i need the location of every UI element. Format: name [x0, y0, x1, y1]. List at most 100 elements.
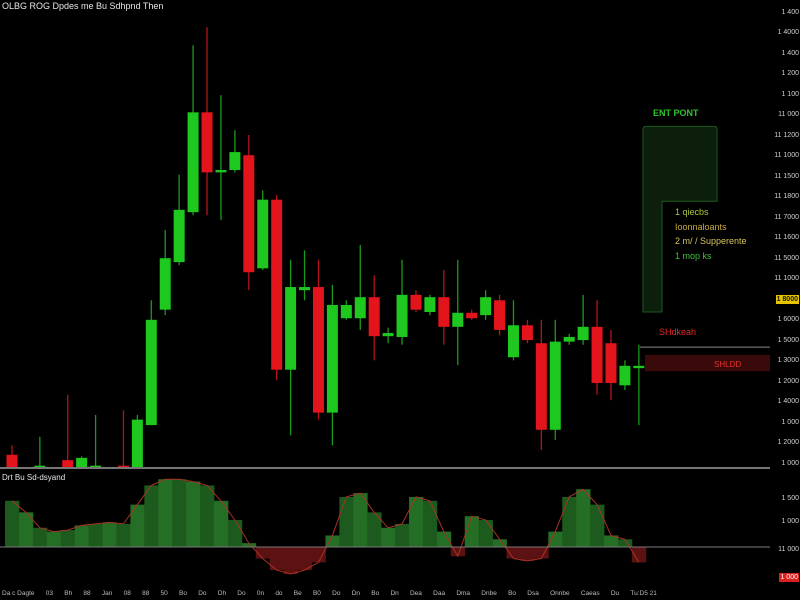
- price-tick-label: 11 1000: [774, 275, 799, 282]
- indicator-bar-positive: [381, 527, 396, 547]
- bearish-candle: [62, 394, 74, 467]
- bearish-candle: [201, 27, 213, 216]
- bullish-candle: [549, 319, 561, 440]
- bearish-candle: [535, 319, 547, 451]
- time-tick-label: Daa: [433, 590, 446, 597]
- bearish-candle: [368, 275, 380, 361]
- indicator-bar-positive: [116, 523, 131, 547]
- indicator-bar-negative: [450, 547, 466, 557]
- time-tick-label: B0: [312, 590, 321, 597]
- indicator-bar-positive: [325, 535, 340, 547]
- bearish-candle: [271, 195, 283, 380]
- bullish-candle: [285, 259, 297, 436]
- bearish-candle: [243, 134, 255, 291]
- price-tick-label: 1 4000: [777, 29, 799, 36]
- indicator-bar-negative: [631, 547, 647, 563]
- price-tick-label: 1 2000: [777, 377, 799, 385]
- indicator-bar-positive: [32, 527, 48, 547]
- indicator-bar-positive: [492, 539, 507, 547]
- time-tick-label: 0n: [256, 590, 265, 597]
- indicator-bar-positive: [186, 481, 201, 547]
- bullish-candle: [90, 414, 102, 467]
- indicator-bar-positive: [102, 522, 117, 547]
- price-tick-label: 11 7000: [774, 213, 799, 221]
- entry-point-label: ENT PONT: [653, 108, 699, 118]
- price-tick-label: 1 100: [781, 90, 799, 98]
- candle-body: [452, 312, 464, 327]
- time-axis[interactable]: Da c Dagte 03 Bh 88 Jan 08 88 50 Bo Do Dh Do 0n do Be B…: [2, 589, 657, 598]
- indicator-bar-positive: [617, 539, 633, 547]
- bullish-candle: [215, 95, 227, 220]
- candle-body: [145, 319, 157, 426]
- candle-body: [340, 304, 352, 319]
- candle-body: [480, 297, 492, 316]
- current-price-tag: 1 8000: [775, 294, 799, 304]
- indicator-axis[interactable]: 1 500 1 000 11 000 1 000: [770, 0, 800, 600]
- time-tick-label: Dn: [351, 590, 361, 597]
- candle-body: [271, 199, 283, 370]
- time-tick-label: 03: [45, 590, 53, 597]
- price-tick-label: 1 3000: [777, 357, 799, 364]
- indicator-bar-positive: [172, 479, 187, 547]
- bearish-candle: [494, 294, 506, 336]
- price-axis[interactable]: 1 400 1 4000 1 400 1 200 1 100 11 000 11 1200 1…: [770, 0, 800, 600]
- indicator-bar-positive: [422, 500, 438, 547]
- time-tick-label: 88: [142, 590, 150, 597]
- time-tick-label: 08: [123, 590, 131, 597]
- entry-note-line: 1 qiecbs: [675, 207, 709, 217]
- indicator-bar-positive: [464, 516, 480, 547]
- indicator-bar-negative: [506, 547, 521, 559]
- price-tick-label: 11 1600: [774, 234, 799, 241]
- bullish-candle: [326, 284, 338, 446]
- bearish-candle: [521, 319, 533, 344]
- candle-body: [34, 465, 46, 467]
- time-tick-label: Da c Dagte: [2, 590, 35, 597]
- entry-zone: [642, 125, 718, 313]
- indicator-bar-negative: [283, 547, 298, 574]
- indicator-bar-negative: [520, 547, 535, 561]
- candle-body: [299, 287, 311, 291]
- candle-body: [633, 365, 645, 369]
- bearish-candle: [591, 300, 603, 395]
- bullish-candle: [131, 414, 143, 467]
- chart-title: OLBG ROG Dpdes me Bu Sdhpnd Then: [2, 1, 164, 11]
- price-tick-label: 1 000: [781, 459, 799, 467]
- time-tick-label: Bo: [371, 590, 380, 597]
- bullish-candle: [507, 300, 519, 361]
- bullish-candle: [382, 327, 394, 344]
- candle-body: [410, 294, 422, 310]
- indicator-bar-positive: [213, 500, 229, 547]
- bullish-candle: [187, 45, 199, 216]
- candles-layer: [6, 27, 645, 467]
- indicator-bar-positive: [18, 512, 34, 547]
- candle-body: [563, 336, 575, 342]
- time-tick-label: Dnbe: [481, 590, 497, 597]
- price-tick-label: 1 4000: [777, 398, 799, 405]
- indicator-bar-negative: [269, 547, 285, 571]
- candle-body: [285, 287, 297, 370]
- time-tick-label: Tu:D5 21: [630, 590, 657, 597]
- candle-body: [159, 258, 171, 310]
- price-tick-label: 11 000: [778, 111, 799, 118]
- bullish-candle: [354, 244, 366, 330]
- bullish-candle: [34, 436, 46, 467]
- time-tick-label: Bo: [508, 590, 517, 597]
- indicator-bar-positive: [144, 485, 159, 547]
- indicator-bar-positive: [478, 520, 493, 547]
- bullish-candle: [340, 300, 352, 320]
- entry-note-line: Ioonnaloants: [675, 221, 727, 232]
- bearish-candle: [605, 329, 617, 401]
- time-tick-label: Be: [293, 590, 302, 597]
- candle-body: [535, 343, 547, 430]
- candle-body: [257, 199, 269, 269]
- sell-zone: [645, 354, 770, 372]
- entry-note-line: 1 mop ks: [675, 250, 712, 261]
- bullish-candle: [452, 259, 464, 366]
- indicator-bar-positive: [74, 525, 90, 547]
- candle-body: [424, 297, 436, 312]
- annotation-layer: [640, 125, 770, 372]
- price-tick-label: 11 1800: [774, 193, 799, 200]
- candle-body: [173, 209, 185, 263]
- time-tick-label: Onnbe: [550, 590, 570, 597]
